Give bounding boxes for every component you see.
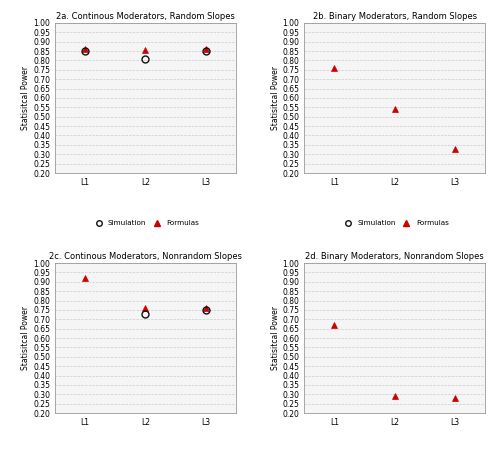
Y-axis label: Statisitcal Power: Statisitcal Power [22, 306, 30, 370]
Legend: Simulation, Formulas: Simulation, Formulas [92, 220, 200, 226]
Y-axis label: Statisitcal Power: Statisitcal Power [22, 66, 30, 130]
Y-axis label: Statisitcal Power: Statisitcal Power [270, 306, 280, 370]
Title: 2a. Continous Moderators, Random Slopes: 2a. Continous Moderators, Random Slopes [56, 12, 235, 21]
Y-axis label: Statisitcal Power: Statisitcal Power [270, 66, 280, 130]
Title: 2d. Binary Moderators, Nonrandom Slopes: 2d. Binary Moderators, Nonrandom Slopes [306, 252, 484, 261]
Title: 2b. Binary Moderators, Random Slopes: 2b. Binary Moderators, Random Slopes [312, 12, 476, 21]
Title: 2c. Continous Moderators, Nonrandom Slopes: 2c. Continous Moderators, Nonrandom Slop… [49, 252, 242, 261]
Legend: Simulation, Formulas: Simulation, Formulas [340, 220, 448, 226]
